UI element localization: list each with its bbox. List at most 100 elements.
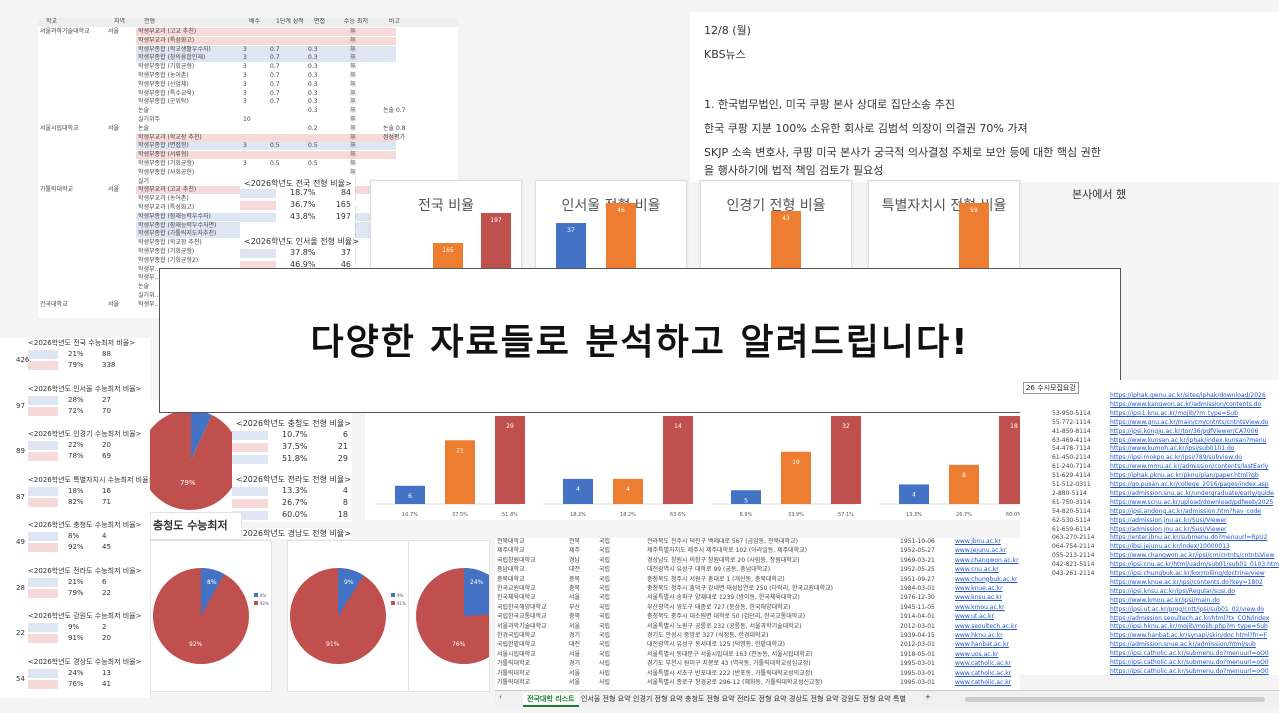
table-cell: 0.5	[270, 160, 280, 167]
ratio-total: 89	[16, 447, 25, 455]
pie-label-small: 9%	[344, 579, 354, 586]
summary-row: 37.5% 21	[232, 442, 352, 453]
csat-mark: 無	[350, 124, 357, 132]
category-label: 33.9%	[788, 512, 804, 518]
right-sheet-header[interactable]: 26 수시모집요강	[1023, 382, 1079, 394]
sheet-tab[interactable]: 특별	[893, 695, 906, 703]
horizontal-scrollbar[interactable]	[965, 697, 1265, 702]
table-cell: 학생부종합 (사회공헌)	[138, 168, 195, 176]
ratio-count: 338	[102, 361, 116, 369]
sheet-tab[interactable]: 인서울 전형 요약	[581, 695, 631, 703]
url-link[interactable]: https://iphak.pknu.ac.kr/pknu/plan/paper…	[1110, 472, 1259, 480]
type-cell: 국립	[599, 641, 611, 649]
sheet-tab[interactable]: 전라도 전형 요약	[737, 695, 787, 703]
type-cell: 국립	[599, 575, 611, 583]
table-cell: 0.3	[308, 63, 318, 71]
school-name-cell: 제주대학교	[497, 547, 525, 555]
notes-side-text: 본사에서 했	[1072, 188, 1127, 201]
homepage-link[interactable]: www.ut.ac.kr	[955, 613, 994, 621]
url-link[interactable]: https://ipsi.hknu.ac.kr/mojib/mojib.php?…	[1110, 623, 1268, 631]
bar-data-label: 21	[456, 447, 464, 454]
homepage-link[interactable]: www.jejunu.ac.kr	[955, 547, 1007, 555]
homepage-link[interactable]: www.knue.ac.kr	[955, 585, 1003, 592]
url-link[interactable]: https://ipsi.andong.ac.kr/admission.htm?…	[1110, 507, 1261, 515]
founded-date-cell: 1976-12-30	[900, 594, 935, 602]
sheet-tab[interactable]: 강원도 전형 요약	[841, 695, 891, 703]
url-link[interactable]: https://ipsi.kongju.ac.kr/tor/36/pdfView…	[1110, 427, 1259, 435]
url-link[interactable]: https://www.kangwon.ac.kr/admission/cont…	[1110, 400, 1262, 408]
sheet-tab[interactable]: 인경기 전형 요약	[633, 695, 683, 703]
table-row: https://admission.seoultech.ac.kr/html?t…	[1020, 615, 1279, 623]
homepage-link[interactable]: www.cnu.ac.kr	[955, 566, 999, 574]
table-row: 가톨릭대학교 경기 사립 경기도 부천시 원미구 지봉로 43 (역곡동, 가톨릭대학…	[495, 660, 1020, 668]
homepage-link[interactable]: www.catholic.ac.kr	[955, 669, 1012, 677]
color-swatch	[232, 455, 268, 464]
chart-bar	[781, 451, 811, 504]
url-link[interactable]: https://ipsi.knsu.ac.kr/ipsi/Regular/sus…	[1110, 587, 1236, 595]
phone-cell: 042-821-5114	[1052, 561, 1095, 569]
url-link[interactable]: https://www.knue.ac.kr/ipsi/contents.do?…	[1110, 578, 1263, 586]
bar-chart-panel: 5 8.9% 19 33.9% 32 57.1%	[711, 416, 861, 518]
table-cell: 학생부교과 (특성화고)	[138, 204, 195, 211]
url-link[interactable]: https://admission.seoultech.ac.kr/html?t…	[1110, 614, 1270, 622]
ratio-percent: 82%	[68, 497, 84, 506]
legend-label: 92%	[260, 601, 269, 606]
table-row: 043-261-2114 https://ipsi.chungbuk.ac.kr/…	[1020, 570, 1279, 578]
table-cell: 0.7	[270, 45, 280, 53]
url-link[interactable]: https://www.changwon.ac.kr/ipsi/cm/cntnt…	[1110, 552, 1275, 560]
homepage-link[interactable]: www.hanbat.ac.kr	[955, 641, 1009, 649]
table-row: 055-213-2114 https://www.changwon.ac.kr/i…	[1020, 552, 1279, 560]
url-link[interactable]: https://go.pusan.ac.kr/college_2016/page…	[1110, 481, 1269, 488]
url-link[interactable]: https://ipsi1.knu.ac.kr/mojib/?m_type=Su…	[1110, 409, 1238, 417]
table-row: 62-530-5114 https://admission.jnu.ac.kr/S…	[1020, 517, 1279, 525]
url-link[interactable]: https://ipsi.catholic.ac.kr/submenu.do?m…	[1110, 659, 1269, 666]
school-name-cell: 서울과학기술대학교	[497, 622, 547, 630]
url-link[interactable]: https://admission.snu.ac.kr/undergraduat…	[1110, 489, 1274, 497]
homepage-link[interactable]: www.catholic.ac.kr	[955, 660, 1012, 668]
homepage-link[interactable]: www.jbnu.ac.kr	[955, 538, 1001, 545]
homepage-link[interactable]: www.kmou.ac.kr	[955, 603, 1005, 611]
url-link[interactable]: https://www.kmou.ac.kr/ipsi/main.do	[1110, 596, 1220, 604]
url-link[interactable]: https://ipsi.chungbuk.ac.kr/kor/rolling/…	[1110, 570, 1265, 577]
homepage-link[interactable]: www.uos.ac.kr	[955, 650, 999, 658]
url-link[interactable]: https://www.hanbat.ac.kr/synapi/skin/doc…	[1110, 632, 1268, 640]
homepage-link[interactable]: www.hknu.ac.kr	[955, 632, 1003, 639]
homepage-link[interactable]: www.seoultech.ac.kr	[955, 622, 1017, 630]
homepage-link[interactable]: www.changwon.ac.kr	[955, 556, 1019, 564]
url-link[interactable]: https://ipsi.cnu.ac.kr/html/uadm/sub01/s…	[1110, 561, 1279, 569]
url-link[interactable]: https://www.scnu.ac.kr/upload/download/p…	[1110, 498, 1274, 506]
category-label: 51.8%	[502, 512, 518, 518]
sheet-tab[interactable]: 경상도 전형 요약	[789, 695, 839, 703]
bar-chart-panel: 4 13.3% 8 26.7% 18 60.0%	[879, 416, 1029, 518]
homepage-link[interactable]: www.catholic.ac.kr	[955, 679, 1012, 686]
url-link[interactable]: https://ibsi.jejunu.ac.kr/index/10000013	[1110, 543, 1230, 551]
url-link[interactable]: https://www.gnu.ac.kr/main/cm/cntnts/cnt…	[1110, 418, 1269, 426]
url-link[interactable]: https://admission.jnu.ac.kr/Susi/Viewer	[1110, 525, 1227, 533]
add-sheet-icon[interactable]: +	[925, 693, 931, 701]
url-link[interactable]: https://iphak.gwnu.ac.kr/sites/iphak/dow…	[1110, 392, 1266, 399]
chart-bar	[663, 416, 693, 504]
tab-prev-icon[interactable]: ‹	[499, 693, 502, 701]
ratio-count: 45	[102, 543, 111, 551]
url-link[interactable]: https://admission.snue.ac.kr/admission/h…	[1110, 641, 1256, 649]
url-link[interactable]: https://www.kunsan.ac.kr/iphak/index.kun…	[1110, 436, 1267, 444]
bar-data-label: 37	[567, 227, 575, 234]
url-link[interactable]: https://ipsi.catholic.ac.kr/submenu.do?m…	[1110, 650, 1269, 658]
homepage-link[interactable]: www.chungbuk.ac.kr	[955, 575, 1018, 583]
url-link[interactable]: https://admission.jnu.ac.kr/Susi/Viewer	[1110, 516, 1227, 524]
homepage-link[interactable]: www.knsu.ac.kr	[955, 594, 1003, 602]
url-link[interactable]: https://ipsi.catholic.ac.kr/submenu.do?m…	[1110, 667, 1269, 675]
url-link[interactable]: https://www.kumoh.ac.kr/ipsi/sub0101.do	[1110, 445, 1235, 453]
right-spreadsheet: 26 수시모집요강 https://iphak.gwnu.ac.kr/sites…	[1020, 380, 1279, 675]
table-row: 한경국립대학교 경기 국립 경기도 안성시 중앙로 327 (석정동, 한경대학교) 1…	[495, 632, 1020, 640]
sheet-tab[interactable]: 전국대학 리스트	[523, 693, 579, 707]
url-link[interactable]: https://www.mmu.ac.kr/admission/contents…	[1110, 463, 1269, 471]
url-link[interactable]: https://ipsi.ut.ac.kr/prog/cntt/ipsi/sub…	[1110, 605, 1265, 613]
sheet-header-cell: 면접	[314, 18, 326, 25]
sheet-tab[interactable]: 충청도 전형 요약	[685, 695, 735, 703]
table-row: https://ipsi.catholic.ac.kr/submenu.do?m…	[1020, 659, 1279, 667]
url-link[interactable]: https://ipsi.mokpo.ac.kr/ipsi/789/subvie…	[1110, 454, 1242, 462]
url-link[interactable]: https://enter.jbnu.ac.kr/submenu.do?menu…	[1110, 534, 1268, 542]
bar-charts-area: 6 10.7% 21 37.5% 29 51.8% 4 18.2% 4 18.2% 14 63.6% 5…	[365, 412, 1035, 520]
table-cell: 실기	[138, 177, 150, 185]
